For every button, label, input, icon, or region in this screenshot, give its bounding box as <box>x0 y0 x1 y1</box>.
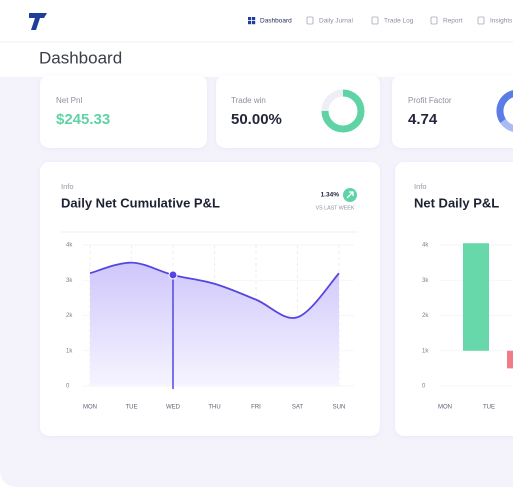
nav-item[interactable]: Insights <box>490 18 513 25</box>
chart-title: Daily Net Cumulative P&L <box>61 195 220 210</box>
donut-arc <box>321 89 365 133</box>
change-arrow <box>346 191 354 199</box>
nav-item[interactable]: Trade Log <box>384 18 414 25</box>
x-tick-label: SUN <box>333 405 346 411</box>
area <box>90 262 339 386</box>
stat-label: Profit Factor <box>408 96 452 105</box>
nav-item[interactable]: Report <box>443 18 463 25</box>
nav-icon <box>371 16 379 25</box>
stat-label: Net Pnl <box>56 96 82 105</box>
nav-icon <box>252 17 256 21</box>
stat-value: 50.00% <box>231 111 282 128</box>
chart-title: Net Daily P&L <box>414 195 499 210</box>
bar <box>507 350 513 369</box>
stat-card <box>40 75 207 148</box>
x-tick-label: MON <box>438 405 452 411</box>
nav-icon <box>248 21 252 25</box>
donut-arc <box>496 90 513 123</box>
y-tick-label: 1k <box>422 348 429 354</box>
x-tick-label: WED <box>166 405 181 411</box>
nav-icon <box>248 17 252 21</box>
y-tick-label: 4k <box>66 243 73 249</box>
y-tick-label: 1k <box>66 348 73 354</box>
y-tick-label: 3k <box>422 278 429 284</box>
chart-card <box>395 162 513 436</box>
stat-label: Trade win <box>231 96 266 105</box>
y-tick-label: 4k <box>422 243 429 249</box>
x-tick-label: TUE <box>483 405 495 411</box>
nav-icon <box>252 21 256 25</box>
x-tick-label: TUE <box>126 405 138 411</box>
page-title: Dashboard <box>39 48 122 67</box>
chart-kicker: Info <box>414 182 427 191</box>
x-tick-label: MON <box>83 405 97 411</box>
y-tick-label: 0 <box>422 384 426 390</box>
nav-item[interactable]: Dashboard <box>260 18 292 25</box>
logo[interactable] <box>29 13 47 30</box>
line <box>89 261 340 319</box>
stat-value: $245.33 <box>56 111 110 128</box>
y-tick-label: 2k <box>66 313 73 319</box>
stat-value: 4.74 <box>408 111 438 128</box>
stat-card <box>392 75 513 148</box>
x-tick-label: THU <box>208 405 220 411</box>
chart-kicker: Info <box>61 182 74 191</box>
x-tick-label: SAT <box>292 405 304 411</box>
hover-point <box>168 270 178 280</box>
nav-item[interactable]: Daily Jurnal <box>319 18 354 25</box>
change-value: 1.34% <box>321 192 340 199</box>
y-tick-label: 3k <box>66 278 73 284</box>
donut-arc <box>500 118 513 132</box>
x-tick-label: FRI <box>251 405 261 411</box>
change-label: VS LAST WEEK <box>316 205 355 211</box>
nav-icon <box>430 16 438 25</box>
nav-icon <box>477 16 485 25</box>
bar <box>463 243 489 351</box>
nav-icon <box>306 16 314 25</box>
y-tick-label: 2k <box>422 313 429 319</box>
y-tick-label: 0 <box>66 384 70 390</box>
